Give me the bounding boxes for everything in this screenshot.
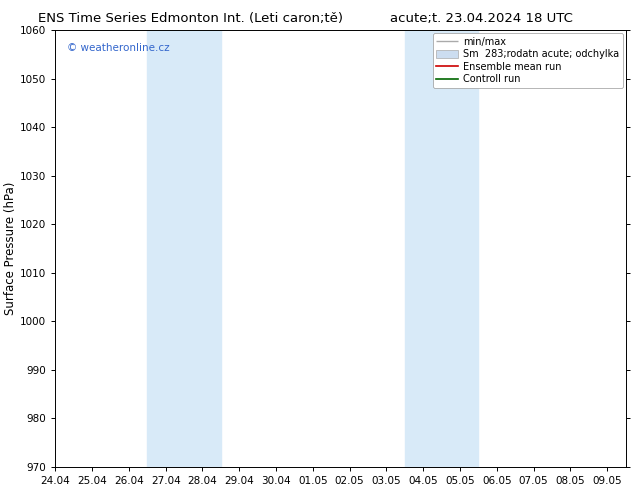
Text: ENS Time Series Edmonton Int. (Leti caron;tě): ENS Time Series Edmonton Int. (Leti caro… xyxy=(37,12,343,25)
Bar xyxy=(405,30,479,467)
Y-axis label: Surface Pressure (hPa): Surface Pressure (hPa) xyxy=(4,182,17,315)
Text: acute;t. 23.04.2024 18 UTC: acute;t. 23.04.2024 18 UTC xyxy=(391,12,573,25)
Legend: min/max, Sm  283;rodatn acute; odchylka, Ensemble mean run, Controll run: min/max, Sm 283;rodatn acute; odchylka, … xyxy=(432,33,623,88)
Text: © weatheronline.cz: © weatheronline.cz xyxy=(67,43,169,53)
Bar xyxy=(147,30,221,467)
